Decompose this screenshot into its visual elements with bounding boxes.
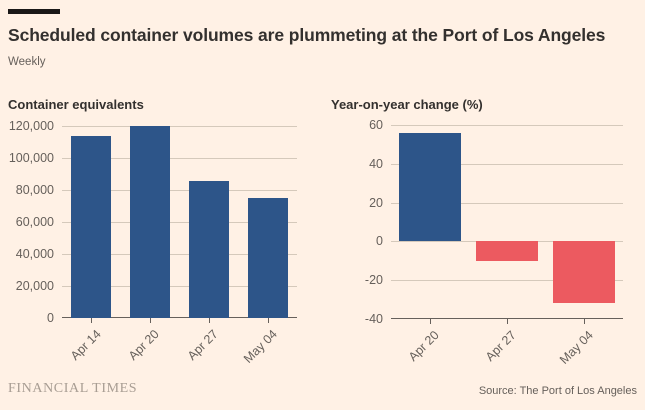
axis-tick	[507, 319, 508, 324]
x-tick-label: Apr 20	[405, 328, 442, 364]
ft-accent-bar	[8, 9, 60, 14]
bar-may-04	[553, 241, 616, 304]
gridline	[62, 286, 297, 287]
y-tick-label: -20	[364, 273, 383, 288]
axis-baseline	[391, 318, 623, 319]
y-tick-label: 100,000	[8, 151, 54, 165]
axis-tick	[91, 318, 93, 323]
x-tick-label: Apr 27	[482, 328, 519, 364]
axis-tick	[150, 318, 152, 323]
right-chart-title: Year-on-year change (%)	[331, 97, 483, 112]
bar-apr-27	[476, 241, 538, 261]
x-tick-label: Apr 27	[184, 327, 221, 363]
x-tick-label: May 04	[240, 327, 280, 366]
y-tick-label: 20	[369, 195, 383, 210]
gridline	[391, 125, 623, 126]
bar-apr-27	[188, 181, 229, 318]
gridline	[391, 163, 623, 165]
gridline	[62, 190, 297, 191]
y-tick-label: 0	[376, 234, 383, 249]
axis-baseline	[62, 317, 297, 318]
y-tick-label: 20,000	[15, 279, 54, 293]
y-tick-label: 120,000	[8, 119, 54, 133]
gridline	[391, 280, 623, 282]
gridline	[391, 202, 623, 204]
y-tick-label: 80,000	[15, 183, 54, 197]
yoy-change-chart: 60 40 20 0 -20 -40 Apr 20 Apr 27 May 04	[365, 118, 623, 367]
x-tick-label: Apr 20	[126, 327, 162, 363]
axis-tick	[267, 318, 269, 323]
gridline	[62, 222, 297, 223]
y-tick-label: -40	[364, 312, 383, 326]
axis-tick	[584, 319, 586, 324]
gridline	[62, 254, 297, 255]
bar-apr-14	[71, 136, 112, 318]
y-tick-label: 0	[47, 311, 54, 325]
x-tick-label: Apr 14	[67, 327, 104, 363]
y-tick-label: 60	[369, 118, 383, 132]
chart-subtitle: Weekly	[8, 56, 46, 68]
page-title: Scheduled container volumes are plummeti…	[8, 25, 606, 45]
x-tick-label: May 04	[557, 328, 597, 367]
financial-times-wordmark: FINANCIAL TIMES	[8, 381, 138, 396]
y-tick-label: 40	[369, 156, 383, 171]
axis-tick	[208, 318, 210, 323]
gridline	[62, 158, 297, 159]
left-chart-title: Container equivalents	[8, 97, 144, 112]
bar-apr-20	[130, 126, 171, 318]
y-tick-label: 60,000	[15, 215, 54, 229]
y-tick-label: 40,000	[15, 247, 54, 261]
bar-may-04	[247, 198, 288, 318]
bar-apr-20	[398, 132, 461, 242]
gridline	[62, 126, 297, 127]
source-note: Source: The Port of Los Angeles	[478, 385, 637, 397]
axis-tick	[429, 319, 431, 324]
container-equivalents-chart: 120,000 100,000 80,000 60,000 40,000 20,000 0 A…	[9, 119, 297, 366]
